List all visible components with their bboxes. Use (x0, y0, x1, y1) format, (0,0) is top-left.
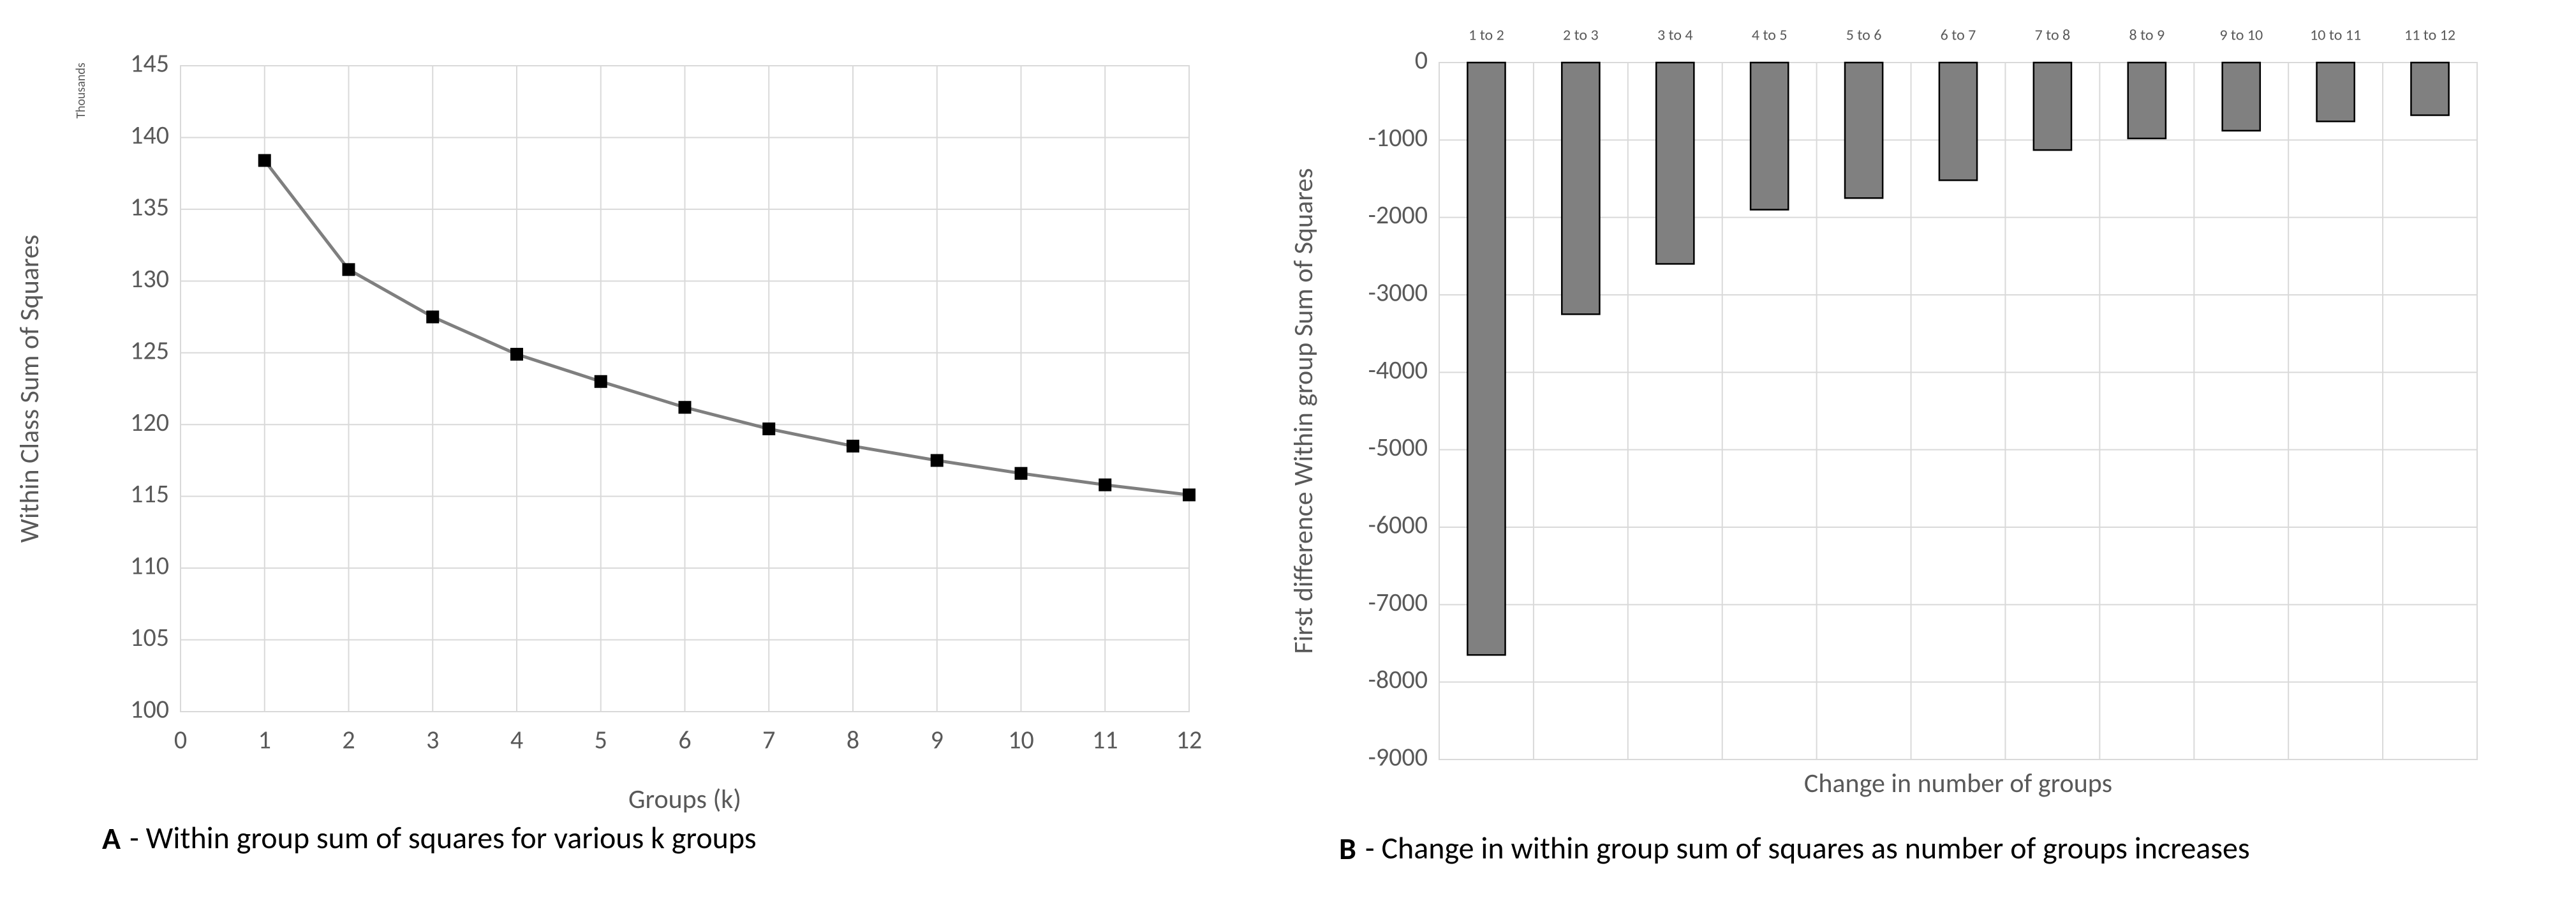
bar (1467, 61, 1506, 656)
x-tick-label: 10 to 11 (2310, 26, 2361, 45)
y-tick-label: 110 (130, 550, 169, 581)
marker (510, 348, 523, 361)
x-axis-title: Change in number of groups (1804, 767, 2112, 800)
marker (1014, 467, 1028, 480)
marker (1099, 478, 1112, 491)
y-tick-label: -4000 (1368, 354, 1428, 385)
marker (847, 439, 859, 453)
x-tick-label: 0 (174, 724, 187, 756)
y-tick-label: 0 (1415, 45, 1428, 76)
bar (2410, 61, 2450, 116)
y-axis-title: Within Class Sum of Squares (13, 235, 46, 543)
x-tick-label: 10 (1008, 724, 1034, 756)
x-tick-label: 3 (426, 724, 439, 756)
y-tick-label: 145 (130, 48, 169, 79)
x-tick-label: 7 to 8 (2035, 26, 2071, 45)
x-tick-label: 6 to 7 (1941, 26, 1976, 45)
bar (2127, 61, 2167, 140)
x-tick-label: 9 to 10 (2219, 26, 2263, 45)
caption-text: - Within group sum of squares for variou… (130, 819, 757, 857)
x-tick-label: 8 to 9 (2129, 26, 2165, 45)
caption-label: A (102, 819, 121, 857)
y-axis-title: First difference Within group Sum of Squ… (1287, 168, 1320, 654)
bar (1749, 61, 1789, 211)
marker (594, 375, 607, 388)
y-tick-label: -3000 (1368, 277, 1428, 308)
x-tick-label: 7 (762, 724, 775, 756)
chart-bar: -9000 -8000 -7000 -6000 -5000 -4000 -3000 -2000… (1287, 26, 2478, 867)
y-tick-label: -8000 (1368, 664, 1428, 695)
bar (2032, 61, 2073, 151)
marker (762, 422, 776, 435)
bar (1561, 61, 1601, 315)
x-tick-label: 9 (931, 724, 944, 756)
marker (426, 310, 440, 324)
bar (2221, 61, 2261, 132)
caption: B- Change in within group sum of squares… (1339, 829, 2250, 867)
y-tick-label: 100 (130, 694, 169, 725)
marker (1183, 488, 1195, 502)
x-tick-label: 5 to 6 (1846, 26, 1882, 45)
y-tick-label: 125 (130, 334, 169, 366)
bar (1938, 61, 1978, 181)
x-tick-label: 3 to 4 (1657, 26, 1693, 45)
line (263, 159, 1190, 497)
x-tick-label: 1 (258, 724, 271, 756)
y-tick-label: 120 (130, 407, 169, 438)
x-tick-label: 12 (1176, 724, 1203, 756)
y-tick-label: -2000 (1368, 199, 1428, 230)
y-tick-label: -1000 (1368, 122, 1428, 153)
x-tick-label: 1 to 2 (1469, 26, 1504, 45)
x-tick-label: 2 (342, 724, 355, 756)
y-tick-label: -7000 (1368, 587, 1428, 618)
marker (342, 263, 355, 276)
y-tick-label: 135 (130, 191, 169, 222)
x-tick-label: 4 (510, 724, 523, 756)
x-axis-title: Groups (k) (628, 783, 741, 816)
marker (678, 401, 692, 414)
bar (1844, 61, 1884, 199)
x-tick-label: 8 (847, 724, 859, 756)
x-tick-label: 2 to 3 (1563, 26, 1599, 45)
x-tick-label: 11 (1092, 724, 1118, 756)
marker (258, 154, 271, 167)
x-tick-label: 5 (595, 724, 607, 756)
y-tick-label: -9000 (1368, 742, 1428, 773)
x-tick-label: 11 to 12 (2404, 26, 2455, 45)
y-tick-label: 105 (130, 622, 169, 653)
caption-label: B (1339, 830, 1356, 867)
bar (1655, 61, 1695, 265)
caption: A- Within group sum of squares for vario… (102, 819, 757, 857)
marker (930, 454, 944, 467)
y-unit-label: Thousands (73, 63, 89, 119)
caption-text: - Change in within group sum of squares … (1365, 829, 2250, 867)
bar (2316, 61, 2355, 123)
y-tick-label: -6000 (1368, 509, 1428, 541)
y-tick-label: -5000 (1368, 431, 1428, 463)
x-tick-label: 6 (678, 724, 691, 756)
y-tick-label: 115 (130, 478, 169, 509)
y-tick-label: 140 (130, 119, 169, 151)
y-tick-label: 130 (130, 263, 169, 294)
x-tick-label: 4 to 5 (1752, 26, 1788, 45)
